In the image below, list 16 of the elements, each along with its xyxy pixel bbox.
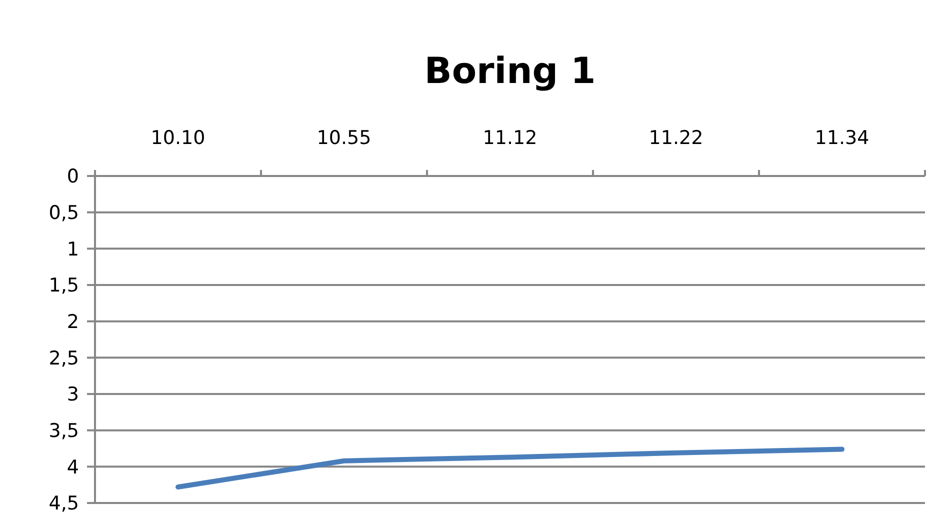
x-tick-label: 10.55 bbox=[316, 127, 372, 149]
y-tick-label: 0,5 bbox=[48, 202, 79, 224]
y-tick-label: 4 bbox=[66, 456, 79, 478]
y-tick-label: 1,5 bbox=[48, 274, 79, 297]
y-tick-label: 3,5 bbox=[48, 420, 79, 442]
x-tick-label: 11.22 bbox=[648, 127, 704, 149]
y-tick-label: 2,5 bbox=[48, 347, 79, 370]
y-tick-label: 4,5 bbox=[48, 492, 79, 515]
x-tick-label: 11.12 bbox=[482, 127, 538, 149]
chart-title: Boring 1 bbox=[424, 51, 596, 92]
y-tick-label: 2 bbox=[66, 310, 79, 333]
y-tick-label: 1 bbox=[66, 238, 79, 260]
y-tick-label: 3 bbox=[66, 384, 79, 406]
y-tick-label: 0 bbox=[66, 166, 79, 188]
x-tick-label: 11.34 bbox=[814, 127, 870, 149]
x-tick-label: 10.10 bbox=[150, 127, 206, 149]
